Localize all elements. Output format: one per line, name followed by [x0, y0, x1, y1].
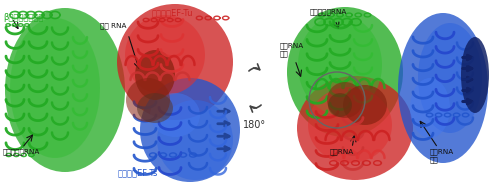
- Ellipse shape: [418, 23, 482, 133]
- Ellipse shape: [298, 15, 382, 115]
- Text: 镃型RNA: 镃型RNA: [330, 148, 354, 155]
- Text: 镃型RNA
出口: 镃型RNA 出口: [430, 148, 454, 163]
- Ellipse shape: [461, 37, 489, 113]
- Ellipse shape: [125, 15, 205, 95]
- Ellipse shape: [117, 4, 233, 120]
- Text: 镃型RNA
入口: 镃型RNA 入口: [280, 42, 304, 57]
- Ellipse shape: [308, 87, 392, 163]
- Ellipse shape: [137, 93, 173, 123]
- Ellipse shape: [343, 85, 387, 125]
- Text: 合成されたRNA: 合成されたRNA: [310, 8, 348, 15]
- Text: 镃型 RNA: 镃型 RNA: [100, 22, 126, 29]
- Text: 翻訳因子EF-Ts: 翻訳因子EF-Ts: [118, 168, 158, 177]
- Ellipse shape: [126, 78, 170, 122]
- Ellipse shape: [328, 93, 352, 117]
- Ellipse shape: [297, 76, 413, 180]
- Text: β－サブユニット: β－サブユニット: [3, 13, 43, 22]
- Ellipse shape: [10, 18, 100, 158]
- Ellipse shape: [398, 13, 488, 163]
- Ellipse shape: [157, 100, 233, 180]
- Ellipse shape: [135, 50, 175, 100]
- Text: 翻訳因子EF-Tu: 翻訳因子EF-Tu: [152, 8, 194, 17]
- Ellipse shape: [287, 7, 403, 137]
- Ellipse shape: [140, 78, 240, 182]
- Text: 180°: 180°: [244, 120, 266, 130]
- Text: 合成されたRNA: 合成されたRNA: [3, 148, 40, 155]
- Ellipse shape: [327, 82, 363, 118]
- Ellipse shape: [5, 8, 125, 172]
- Ellipse shape: [150, 93, 200, 137]
- Ellipse shape: [410, 78, 450, 138]
